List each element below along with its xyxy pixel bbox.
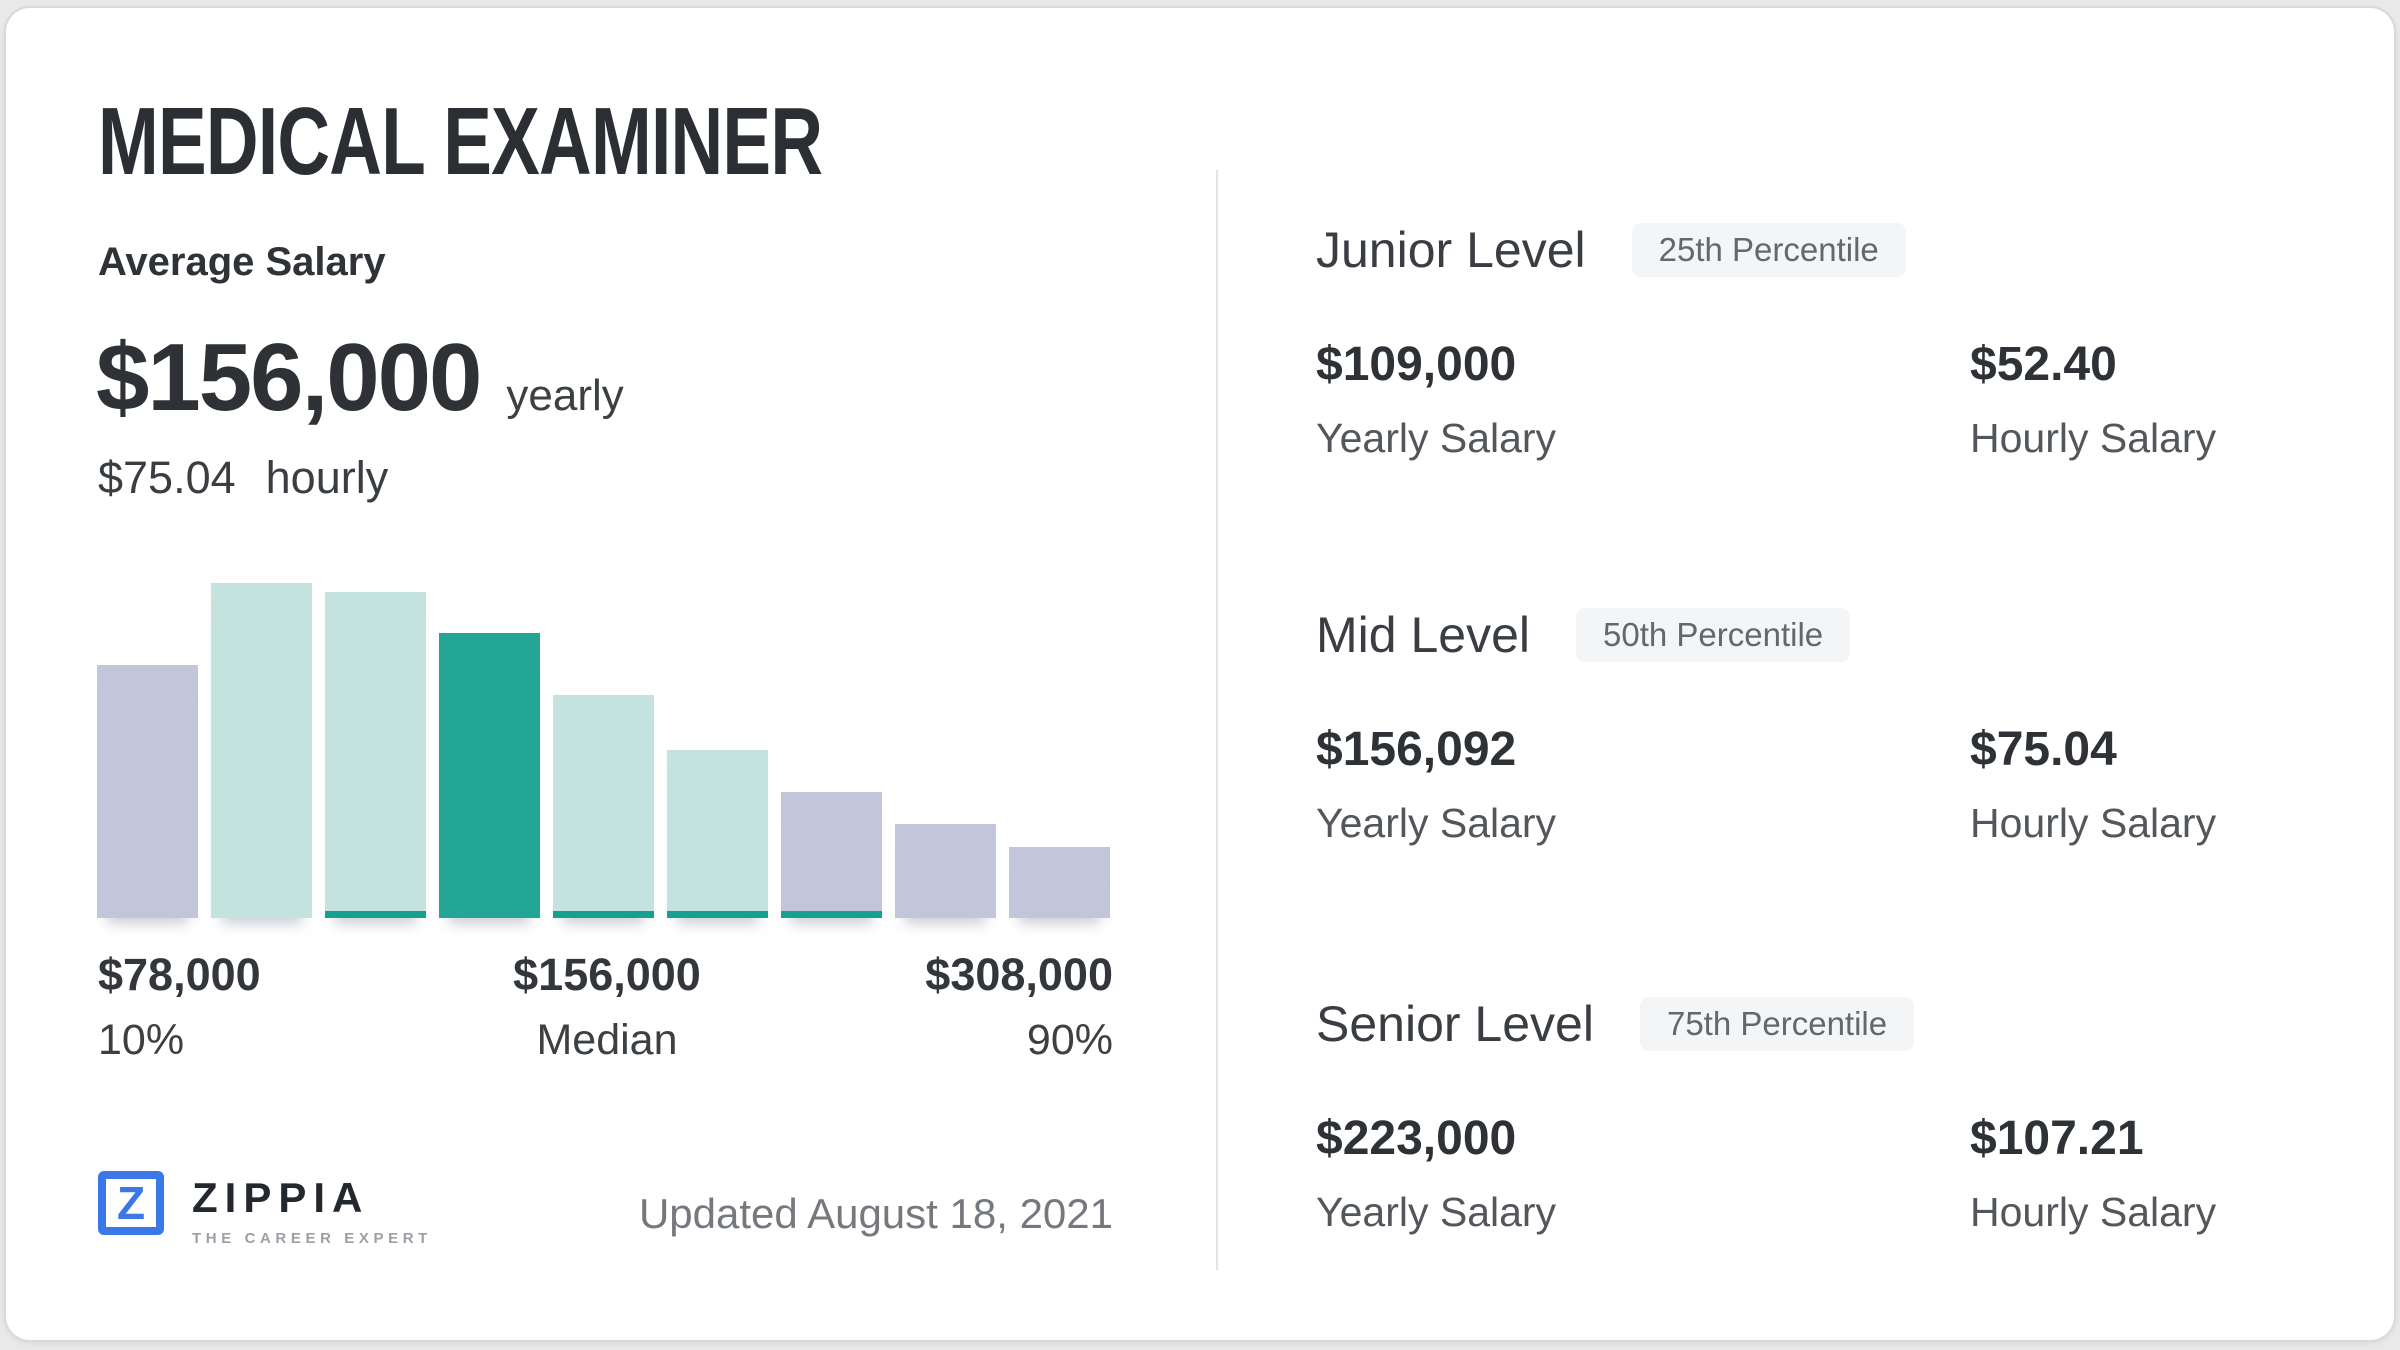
page-title: MEDICAL EXAMINER [98,88,823,195]
bar-underline [325,911,426,918]
vertical-divider [1216,170,1218,1270]
hourly-cell: $75.04 Hourly Salary [1970,723,2217,847]
zippia-tagline: THE CAREER EXPERT [192,1230,432,1247]
chart-bar [439,633,540,918]
zippia-logo-icon: Z [98,1171,164,1235]
axis-value: $156,000 [513,949,701,1000]
salary-distribution-chart [97,583,1113,918]
level-section-junior: Junior Level 25th Percentile $109,000 Ye… [1316,219,2316,519]
level-name: Mid Level [1316,607,1530,663]
level-values-row: $223,000 Yearly Salary $107.21 Hourly Sa… [1316,1113,2316,1293]
axis-label-median: $156,000 Median [407,952,807,1062]
percentile-badge: 50th Percentile [1576,608,1851,662]
axis-label-90th: $308,000 90% [813,952,1113,1062]
chart-bar [781,792,882,918]
zippia-logo: Z ZIPPIA THE CAREER EXPERT [98,1171,432,1247]
updated-date: Updated August 18, 2021 [638,1190,1113,1237]
axis-label-10th: $78,000 10% [98,952,261,1062]
yearly-label: Yearly Salary [1316,415,1557,461]
level-name: Junior Level [1316,222,1586,278]
axis-value: $308,000 [925,949,1113,1000]
hourly-amount: $52.40 [1970,338,2117,391]
yearly-label: Yearly Salary [1316,1189,1557,1235]
yearly-amount: $223,000 [1316,1112,1517,1165]
hourly-amount: $107.21 [1970,1112,2144,1165]
axis-value: $78,000 [98,949,261,1000]
average-hourly-value: $75.04 [98,452,236,503]
zippia-logo-text: ZIPPIA THE CAREER EXPERT [192,1171,432,1248]
chart-bar [1009,847,1110,918]
axis-sublabel: Median [536,1016,678,1064]
level-heading-row: Mid Level 50th Percentile [1316,604,2316,666]
hourly-cell: $107.21 Hourly Salary [1970,1112,2217,1236]
yearly-amount: $109,000 [1316,338,1517,391]
average-yearly-row: $156,000 yearly [96,330,624,426]
yearly-amount: $156,092 [1316,723,1517,776]
hourly-label: Hourly Salary [1970,415,2217,461]
level-heading-row: Senior Level 75th Percentile [1316,993,2316,1055]
average-yearly-unit: yearly [506,371,624,420]
yearly-label: Yearly Salary [1316,800,1557,846]
level-values-row: $156,092 Yearly Salary $75.04 Hourly Sal… [1316,724,2316,904]
hourly-label: Hourly Salary [1970,800,2217,846]
level-values-row: $109,000 Yearly Salary $52.40 Hourly Sal… [1316,339,2316,519]
zippia-brand-name: ZIPPIA [192,1174,370,1221]
average-hourly-row: $75.04 hourly [98,452,388,504]
average-hourly-unit: hourly [265,452,389,503]
chart-bar [325,592,426,918]
chart-bar [553,695,654,918]
bar-underline [781,911,882,918]
axis-sublabel: 90% [1026,1016,1113,1064]
hourly-cell: $52.40 Hourly Salary [1970,338,2217,462]
percentile-badge: 25th Percentile [1631,223,1906,277]
yearly-cell: $109,000 Yearly Salary [1316,338,1557,462]
chart-bar [211,583,312,918]
chart-bar [97,665,198,918]
level-heading-row: Junior Level 25th Percentile [1316,219,2316,281]
level-section-senior: Senior Level 75th Percentile $223,000 Ye… [1316,993,2316,1293]
chart-bar [895,824,996,918]
average-yearly-value: $156,000 [96,324,482,431]
average-salary-label: Average Salary [98,240,386,284]
yearly-cell: $223,000 Yearly Salary [1316,1112,1557,1236]
level-name: Senior Level [1316,996,1594,1052]
percentile-badge: 75th Percentile [1639,997,1915,1051]
hourly-amount: $75.04 [1970,723,2117,776]
bar-underline [667,911,768,918]
yearly-cell: $156,092 Yearly Salary [1316,723,1557,847]
level-section-mid: Mid Level 50th Percentile $156,092 Yearl… [1316,604,2316,904]
chart-bar [667,750,768,918]
axis-sublabel: 10% [98,1016,185,1064]
hourly-label: Hourly Salary [1970,1189,2217,1235]
bar-underline [553,911,654,918]
